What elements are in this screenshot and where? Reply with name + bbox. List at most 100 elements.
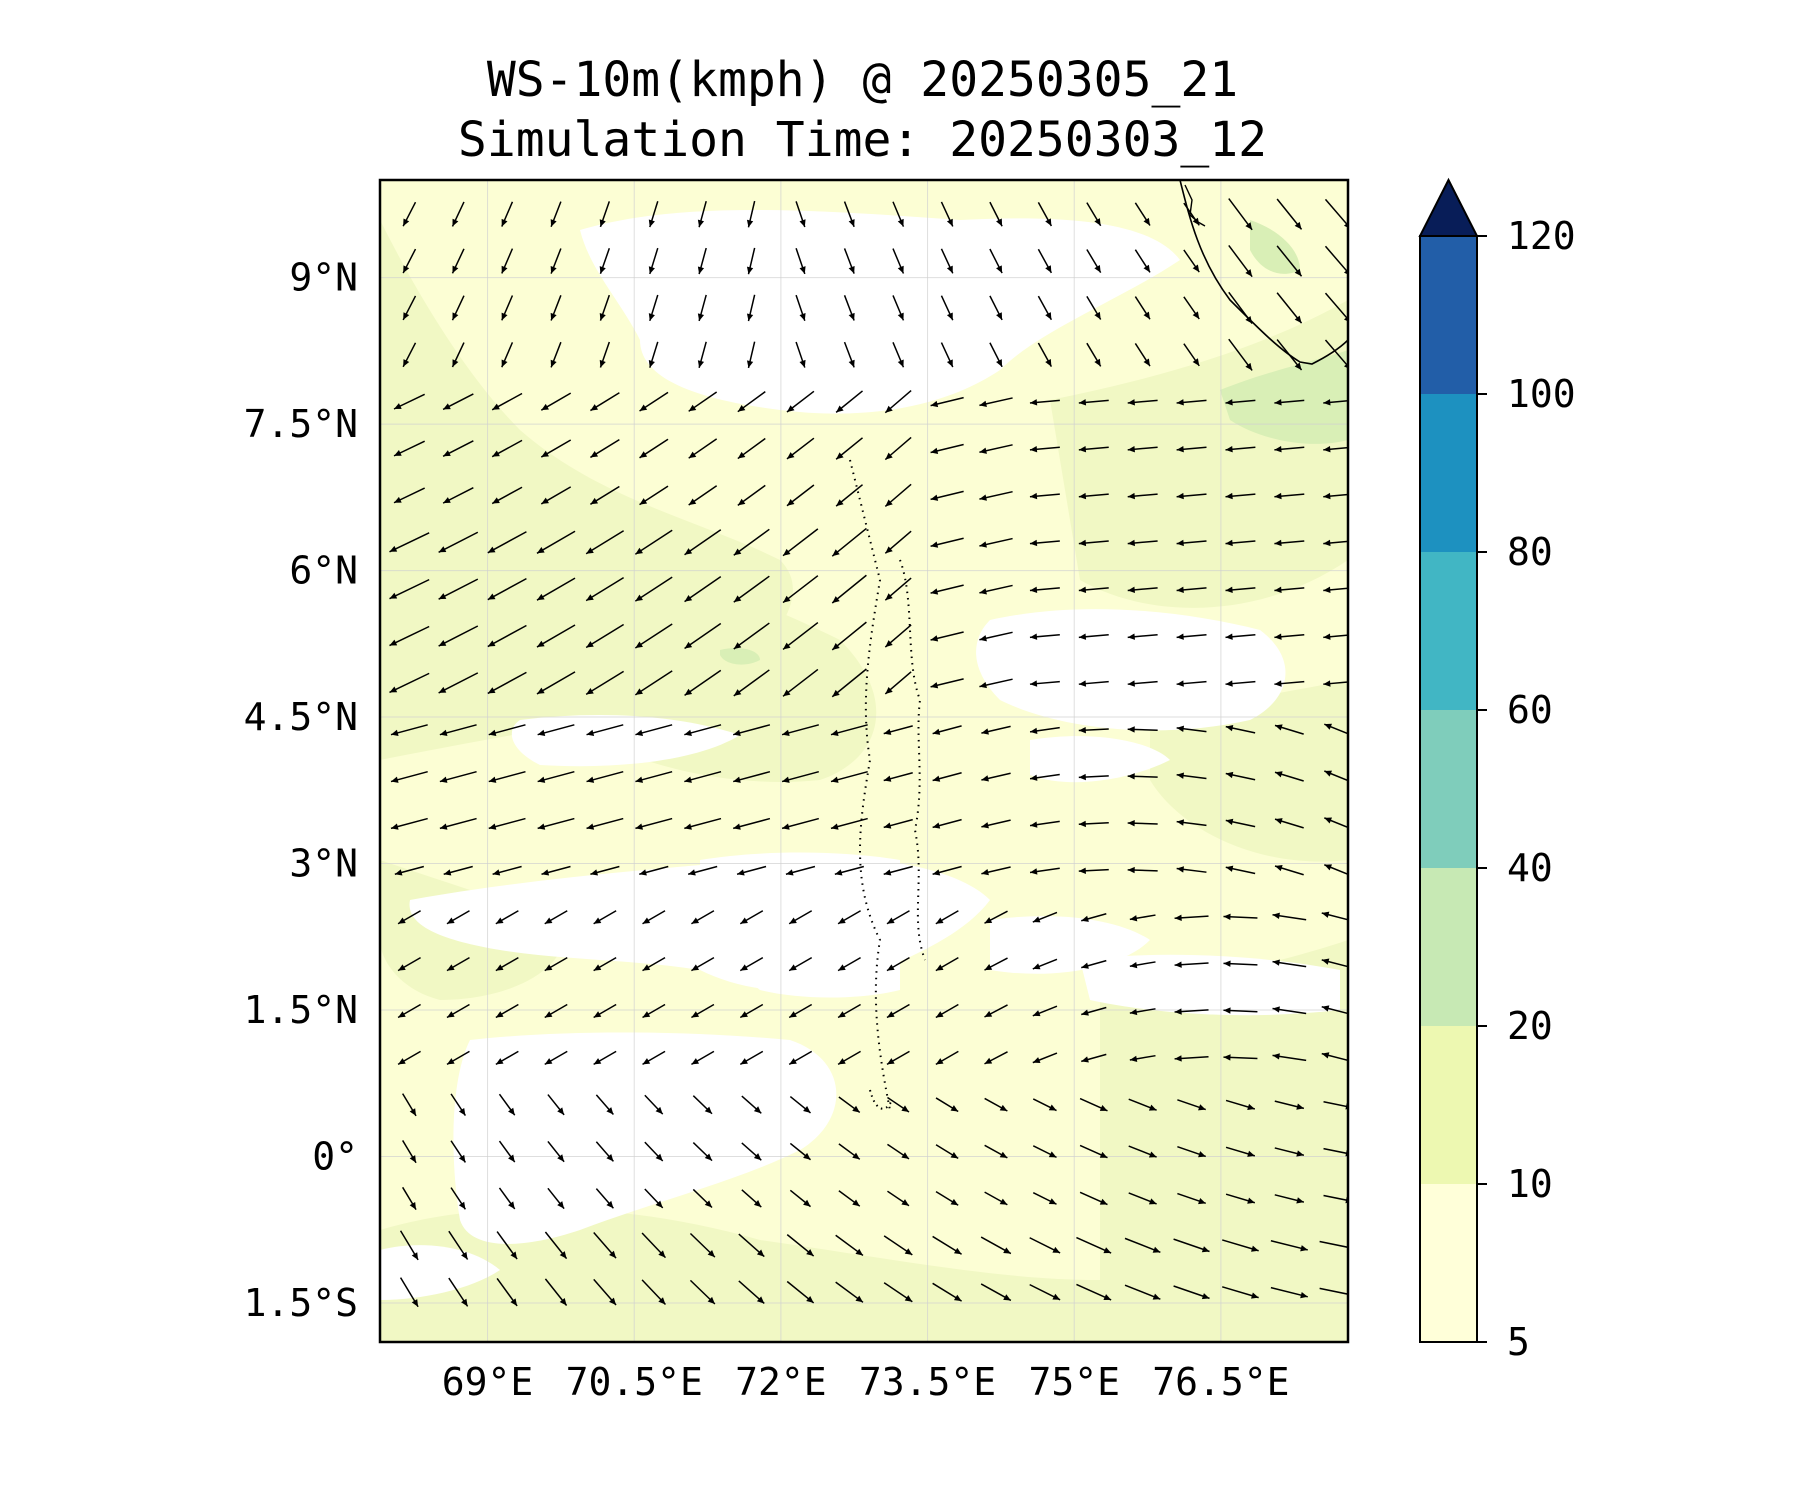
wind-arrow-head [1030,727,1038,735]
wind-arrow [1078,680,1109,687]
wind-arrow [1029,633,1060,640]
wind-arrow [593,910,617,925]
wind-arrow-head [635,641,643,649]
wind-arrow-head [1274,586,1282,594]
wind-arrow [1274,864,1304,876]
wind-arrow [795,201,806,228]
wind-arrow [496,1231,518,1260]
wind-arrow-shaft [782,621,819,651]
wind-arrow [786,484,815,507]
wind-arrow-head [1274,446,1282,453]
wind-arrow-head [446,964,455,971]
wind-arrow [788,956,813,972]
wind-arrow [540,392,572,411]
wind-arrow-head [508,1201,515,1209]
wind-arrow-head [783,642,791,650]
wind-arrow-head [586,594,594,601]
wind-arrow-head [655,1153,663,1162]
wind-arrow-head [979,494,987,501]
wind-arrow-head [979,400,987,407]
wind-arrow-head [1324,770,1333,777]
wind-arrow [689,1279,716,1305]
wind-arrow [1272,1053,1307,1062]
map-frame [378,178,1350,1344]
colorbar-tick-label: 60 [1507,688,1553,732]
wind-arrow-head [950,1151,959,1159]
wind-arrow [1081,1006,1107,1016]
wind-arrow-head [389,686,398,693]
wind-arrow-shaft [782,668,819,697]
wind-arrow-head [536,640,545,648]
wind-arrow-head [688,451,697,459]
wind-arrow-head [1029,633,1038,640]
wind-arrow-shaft [585,530,625,555]
wind-arrow [746,200,756,228]
wind-arrow-head [1127,399,1135,406]
wind-arrow [644,1141,664,1162]
colorbar-tick-label: 10 [1507,1162,1553,1206]
wind-arrow-head [838,1058,846,1065]
wind-arrow-head [635,688,643,695]
wind-arrow [1225,1146,1256,1157]
wind-arrow [692,1095,713,1115]
wind-arrow-head [559,1251,567,1259]
wind-arrow-head [635,776,644,783]
wind-arrow-head [1176,725,1185,732]
wind-arrow [979,490,1013,501]
longitude-tick-label: 72°E [735,1360,827,1404]
wind-arrow [1176,586,1207,594]
wind-arrow [1323,446,1348,453]
wind-arrow-head [803,1106,811,1113]
wind-arrow [1319,1287,1348,1295]
wind-arrow [1225,539,1256,547]
wind-arrow [1032,1052,1058,1064]
wind-arrow [883,865,913,876]
latitude-tick-label: 7.5°N [244,402,358,446]
wind-arrow-head [635,823,644,830]
wind-arrow-head [930,541,939,548]
wind-arrow [746,247,756,275]
wind-arrow-head [1294,221,1302,230]
wind-arrow [691,1003,715,1019]
wind-arrow-head [830,823,839,830]
wind-arrow [1183,343,1200,367]
wind-arrow [1086,202,1102,227]
wind-arrow [639,865,669,876]
wind-arrow [1176,446,1207,453]
wind-arrow-head [733,548,742,556]
wind-arrow-shaft [1323,1147,1348,1155]
wind-arrow-head [803,1199,811,1207]
colorbar-segment [1420,710,1477,868]
wind-arrow [1078,539,1109,547]
wind-arrow [697,247,707,275]
wind-arrow [1078,586,1109,594]
wind-arrow-head [786,498,795,506]
wind-arrow-head [439,776,448,783]
wind-arrow [684,622,722,650]
wind-arrow-head [897,359,904,368]
wind-arrow [1134,343,1151,367]
wind-arrow-head [495,1011,504,1018]
wind-arrow-head [848,219,855,227]
wind-arrow-head [495,1058,504,1065]
wind-arrow-head [1045,358,1052,367]
wind-arrow [1270,1240,1308,1252]
wind-arrow-head [536,687,545,694]
wind-arrow-shaft [438,578,479,600]
wind-arrow [1081,959,1107,969]
wind-arrow-head [886,964,895,971]
wind-arrow [1321,958,1348,968]
wind-arrow [451,201,465,227]
wind-arrow [1223,1054,1258,1061]
wind-arrow-shaft [684,669,722,696]
wind-arrow [585,623,625,649]
wind-arrow [495,956,519,972]
wind-arrow-head [733,689,742,696]
wind-arrow [1037,342,1053,367]
wind-field-region-11 [976,609,1286,731]
wind-arrow-head [536,547,545,554]
wind-arrow-head [806,1249,814,1257]
wind-arrow [886,910,910,925]
wind-arrow-head [885,593,893,601]
